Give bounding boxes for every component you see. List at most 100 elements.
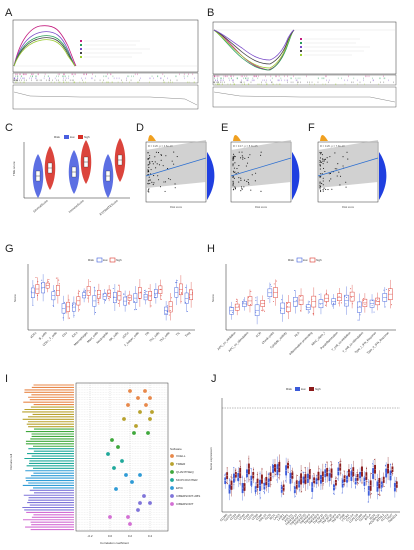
box-point [273,283,275,285]
scatter-point [147,182,149,185]
box-point [394,484,396,486]
scatter-point [260,190,262,192]
box-point [325,301,327,303]
box-point [354,486,356,488]
software-legend-swatch [170,478,174,482]
scatter-point [326,157,328,159]
panel-e-fit-line [230,157,292,177]
box-point [249,304,251,306]
box-point [278,477,280,479]
box-point [134,301,135,303]
scatter-point [324,170,326,173]
box-point [389,477,391,479]
box-point [379,494,381,496]
panel-j-x-tick-label: CD40 [233,513,241,521]
panel-label-i: I [5,373,8,385]
panel-f-stat-label: R = 0.26, p = 7.9e-10 [320,144,345,148]
box-point [313,473,315,475]
correlation-dot [108,515,112,519]
box-point [371,300,373,301]
panel-j-x-tick-labels: CD200CD276CD28CD40CD44CD48CD70CD80CD86HH… [219,512,398,526]
box-point [373,459,375,460]
box-point [322,483,324,485]
box-point [392,473,394,475]
box-point [313,475,315,477]
box-point [250,290,252,292]
panel-b-curve-3 [213,29,295,69]
panel-g-x-tick-label: TIL [175,331,181,337]
correlation-dot [148,501,152,505]
scatter-point [147,152,149,154]
box-point [333,484,335,485]
correlation-dot [112,466,116,470]
panel-c-legend: Risk low high [54,135,90,139]
box-point [176,280,178,281]
box-point [355,476,357,477]
scatter-point [321,182,323,185]
scatter-point [155,151,157,153]
box-point [339,461,341,463]
box-point [78,309,80,311]
box-point [359,305,361,307]
panel-g-y-label: Score [13,294,17,302]
panel-g-x-tick-label: pDCs [121,331,129,339]
scatter-point [240,179,242,181]
box-point [304,467,306,469]
panel-b-gsea-plot [212,21,397,108]
correlation-dot [143,389,147,393]
box-point [244,480,246,482]
scatter-point [233,177,235,179]
box-point [383,477,385,479]
scatter-point [174,183,176,185]
panel-h-legend-title: Risk [288,258,294,262]
panel-a-frame [12,19,199,73]
box-point [301,491,303,493]
scatter-point [148,188,150,190]
box-point [243,299,245,301]
box-point [277,463,279,465]
correlation-dot [132,431,136,435]
box-point [264,310,266,312]
panel-i-dots [106,389,154,526]
correlation-dot [144,403,148,407]
box-point [117,290,119,292]
box-point [276,280,278,282]
box-point [299,489,301,491]
box-point [342,481,344,483]
scatter-point [147,180,149,182]
box-point [352,475,354,477]
panel-h-legend-high-label: high [316,258,322,262]
panel-label-b: B [207,7,214,19]
scatter-point [321,173,323,175]
box-point [394,480,396,482]
scatter-point [322,189,324,191]
scatter-point [234,186,236,188]
box-point [333,493,335,495]
panel-h-x-tick-label: CCR [255,330,263,338]
scatter-point [260,151,262,153]
box-point [285,465,287,467]
box-point [315,477,317,479]
panel-a-gsea-plot [12,19,199,110]
scatter-point [339,175,342,177]
box-point [265,477,267,479]
box-point [233,466,235,468]
scatter-point [174,187,176,189]
box-point [41,282,42,284]
box-point [338,302,340,304]
panel-i-dashed-grid [76,383,168,531]
scatter-point [245,165,247,167]
box-point [139,297,141,299]
scatter-point [330,178,332,180]
scatter-point [171,160,173,162]
scatter-point [319,188,321,190]
box-point [318,468,320,470]
scatter-point [233,157,235,159]
box-point [283,493,285,495]
box-point [274,469,276,471]
box-point [387,473,389,474]
box-point [326,467,328,469]
software-legend-label: XCELL [176,454,186,458]
box-point [362,298,364,300]
